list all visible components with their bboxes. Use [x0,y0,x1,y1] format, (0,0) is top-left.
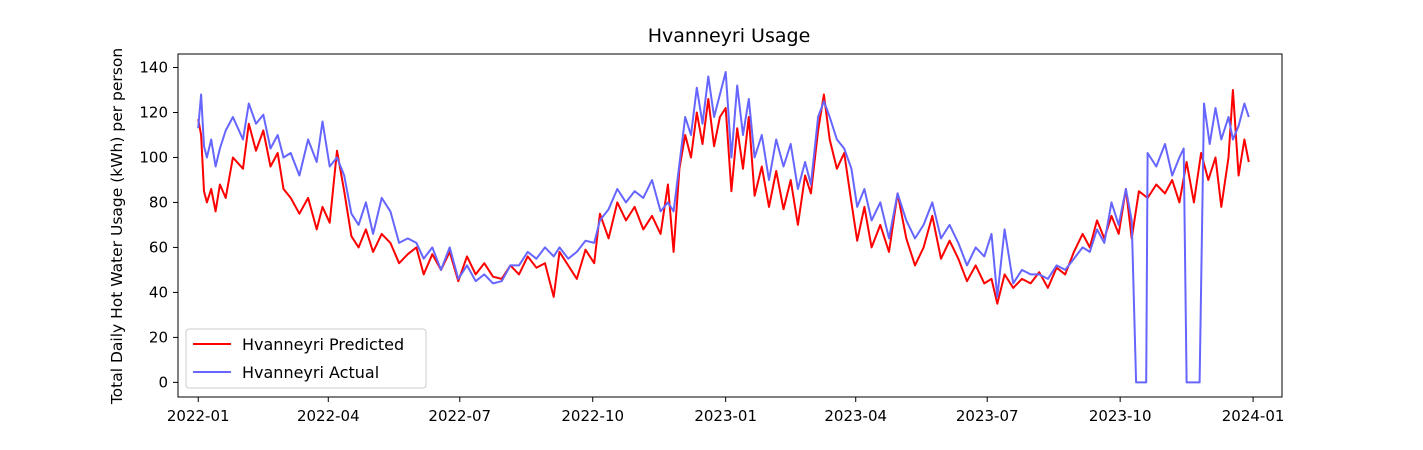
y-tick-label: 60 [149,238,168,256]
series-layer [197,71,1250,384]
axes-layer: 2022-01 2022-04 2022-07 2022-10 2023-01 2023-… [139,58,1284,425]
legend-box [185,328,427,389]
series-line-predicted [197,89,1250,305]
x-tick-label: 2023-10 [1089,407,1152,425]
y-tick-label: 20 [149,328,168,346]
series-line-actual [197,71,1250,384]
plot-frame [177,53,1283,398]
x-tick-label: 2022-07 [428,407,491,425]
x-tick-label: 2023-01 [694,407,757,425]
x-tick-label: 2022-10 [561,407,624,425]
x-tick-label: 2022-04 [297,407,360,425]
x-tick-label: 2023-07 [956,407,1019,425]
y-tick-label: 80 [149,193,168,211]
legend-label: Hvanneyri Actual [242,363,379,382]
y-tick-label: 140 [139,58,168,76]
y-tick-label: 120 [139,103,168,121]
legend: Hvanneyri Predicted Hvanneyri Actual [185,328,427,389]
chart-title: Hvanneyri Usage [648,25,811,47]
y-tick-label: 40 [149,283,168,301]
y-tick-label: 0 [158,373,168,391]
y-tick-label: 100 [139,148,168,166]
y-axis-label: Total Daily Hot Water Usage (kWh) per pe… [108,48,126,405]
legend-label: Hvanneyri Predicted [242,335,404,354]
x-tick-label: 2023-04 [824,407,887,425]
x-tick-label: 2024-01 [1222,407,1285,425]
x-tick-label: 2022-01 [167,407,230,425]
